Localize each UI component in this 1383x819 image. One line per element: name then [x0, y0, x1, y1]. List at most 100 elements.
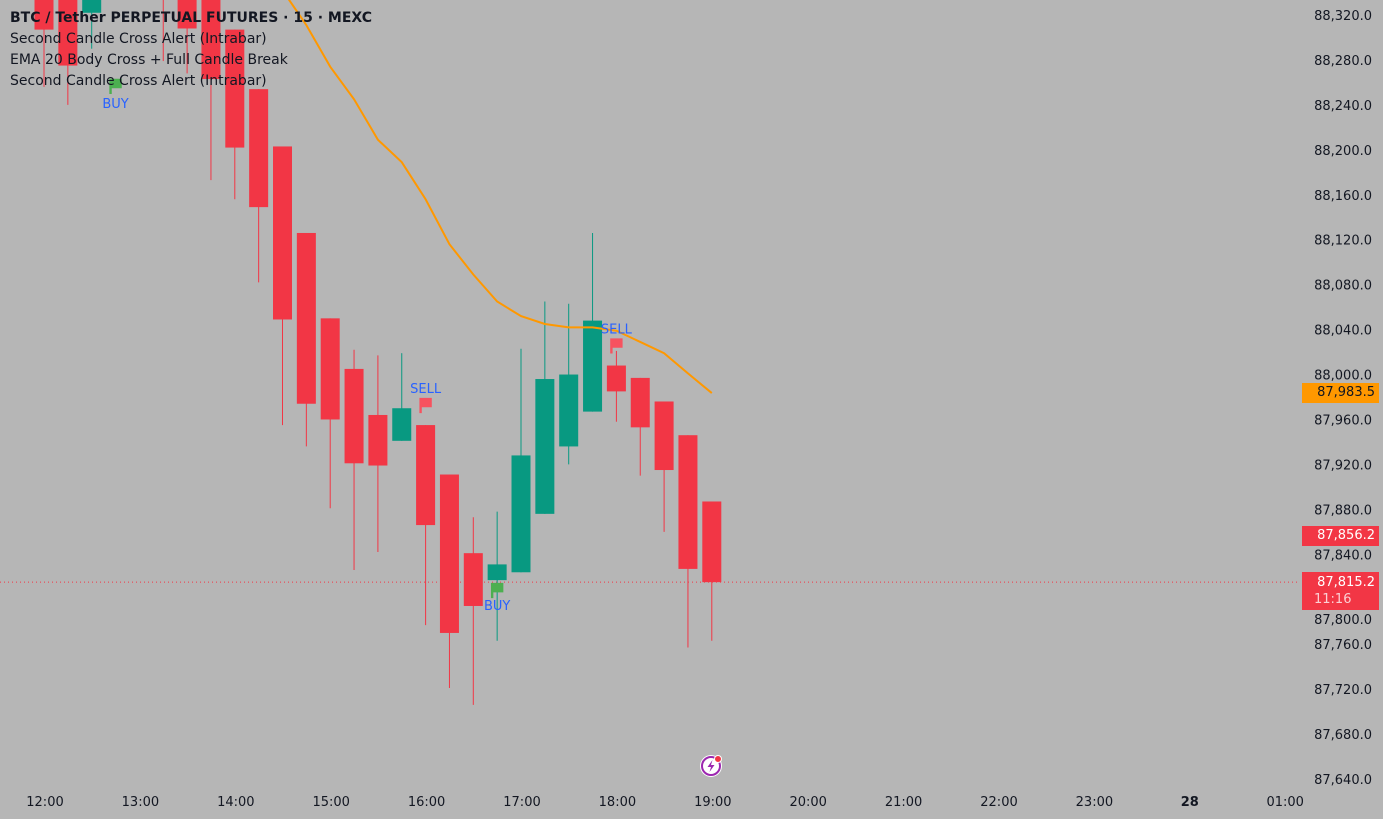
- candle: [273, 146, 292, 426]
- candle-body: [201, 0, 221, 80]
- price-axis-label: 87,680.0: [1314, 728, 1372, 743]
- flag-icon: [419, 397, 432, 414]
- candle-body: [606, 365, 626, 392]
- time-axis-label: 21:00: [885, 795, 922, 810]
- candle-body: [511, 455, 531, 573]
- candle: [34, 0, 54, 87]
- price-axis-label: 88,160.0: [1314, 189, 1372, 204]
- signal-label: BUY: [484, 599, 510, 614]
- candle: [702, 501, 722, 641]
- candle-body: [702, 501, 722, 583]
- candle: [82, 0, 102, 49]
- candle: [225, 29, 245, 200]
- candle-body: [249, 89, 269, 208]
- indicator-legend-1[interactable]: Second Candle Cross Alert (Intrabar): [10, 31, 267, 47]
- time-axis-label: 20:00: [789, 795, 826, 810]
- lightning-bolt-icon[interactable]: [699, 754, 723, 778]
- candle-body: [559, 374, 579, 447]
- time-axis-label: 12:00: [26, 795, 63, 810]
- price-axis-label: 88,040.0: [1314, 324, 1372, 339]
- candle-body: [368, 414, 388, 466]
- time-axis-label: 18:00: [599, 795, 636, 810]
- candle-body: [34, 0, 54, 30]
- candle: [344, 349, 364, 571]
- candle: [678, 435, 698, 648]
- price-axis-label: 88,200.0: [1314, 144, 1372, 159]
- time-axis-label: 16:00: [408, 795, 445, 810]
- indicator-price-tag: 87,856.2: [1302, 526, 1379, 547]
- time-axis-label: 22:00: [980, 795, 1017, 810]
- price-axis-label: 88,240.0: [1314, 99, 1372, 114]
- candle-body: [654, 401, 674, 471]
- candle-body: [678, 435, 698, 569]
- current-price-tag: 87,815.2 11:16: [1302, 572, 1379, 611]
- candle: [583, 232, 603, 412]
- candle-body: [296, 232, 316, 404]
- candle: [58, 0, 78, 105]
- candle: [654, 401, 674, 532]
- candle-body: [416, 425, 436, 526]
- price-axis-label: 88,000.0: [1314, 369, 1372, 384]
- buy-signal: BUY: [484, 582, 510, 614]
- time-axis-label: 28: [1181, 795, 1199, 810]
- signal-label: SELL: [410, 382, 442, 397]
- candle: [201, 0, 221, 181]
- time-axis-label: 14:00: [217, 795, 254, 810]
- sell-signal: SELL: [601, 323, 633, 354]
- chart-legend: BTC / Tether PERPETUAL FUTURES · 15 · ME…: [10, 8, 372, 92]
- candle: [162, 0, 164, 62]
- ema-price-tag: 87,983.5: [1302, 383, 1379, 404]
- flag-icon: [610, 338, 623, 354]
- current-price: 87,815.2: [1317, 575, 1375, 591]
- candle-body: [177, 0, 197, 29]
- time-axis-label: 17:00: [503, 795, 540, 810]
- candle: [439, 474, 459, 688]
- price-axis-label: 88,080.0: [1314, 279, 1372, 294]
- symbol-title[interactable]: BTC / Tether PERPETUAL FUTURES · 15 · ME…: [10, 10, 372, 26]
- candle: [249, 89, 269, 283]
- candle: [559, 303, 579, 465]
- candle-body: [630, 377, 650, 428]
- candle-body: [320, 318, 340, 420]
- indicator-legend-3[interactable]: Second Candle Cross Alert (Intrabar): [10, 73, 267, 89]
- candle: [511, 348, 531, 573]
- bar-countdown: 11:16: [1314, 592, 1352, 608]
- indicator-legend-2[interactable]: EMA 20 Body Cross + Full Candle Break: [10, 52, 288, 68]
- time-axis-label: 23:00: [1076, 795, 1113, 810]
- candle-body: [535, 379, 555, 514]
- candle-body: [82, 0, 102, 13]
- candle-body: [439, 474, 459, 633]
- ema-line: [287, 0, 713, 394]
- price-axis-label: 87,920.0: [1314, 458, 1372, 473]
- candle-body: [583, 320, 603, 412]
- time-axis-label: 19:00: [694, 795, 731, 810]
- price-axis-label: 87,760.0: [1314, 638, 1372, 653]
- price-axis-label: 88,280.0: [1314, 54, 1372, 69]
- candle: [296, 232, 316, 447]
- candle: [630, 377, 650, 476]
- candle: [606, 350, 626, 422]
- candle-body: [392, 408, 412, 441]
- candle-body: [58, 0, 78, 66]
- sell-signal: SELL: [410, 382, 442, 414]
- flag-icon: [490, 582, 504, 599]
- signal-label: BUY: [102, 97, 128, 112]
- price-axis-label: 87,840.0: [1314, 548, 1372, 563]
- candle: [463, 517, 483, 705]
- candle-body: [273, 146, 292, 320]
- candle: [368, 355, 388, 553]
- price-axis-label: 88,120.0: [1314, 234, 1372, 249]
- price-axis-label: 87,800.0: [1314, 613, 1372, 628]
- price-axis-label: 87,720.0: [1314, 683, 1372, 698]
- candle: [416, 425, 436, 626]
- candle-body: [487, 564, 507, 581]
- price-axis-label: 87,960.0: [1314, 413, 1372, 428]
- candle-body: [463, 553, 483, 606]
- candle: [320, 318, 340, 509]
- price-axis-label: 87,880.0: [1314, 503, 1372, 518]
- flag-icon: [109, 78, 122, 94]
- candle: [392, 353, 412, 441]
- candle-body: [225, 29, 245, 148]
- candle: [487, 511, 507, 641]
